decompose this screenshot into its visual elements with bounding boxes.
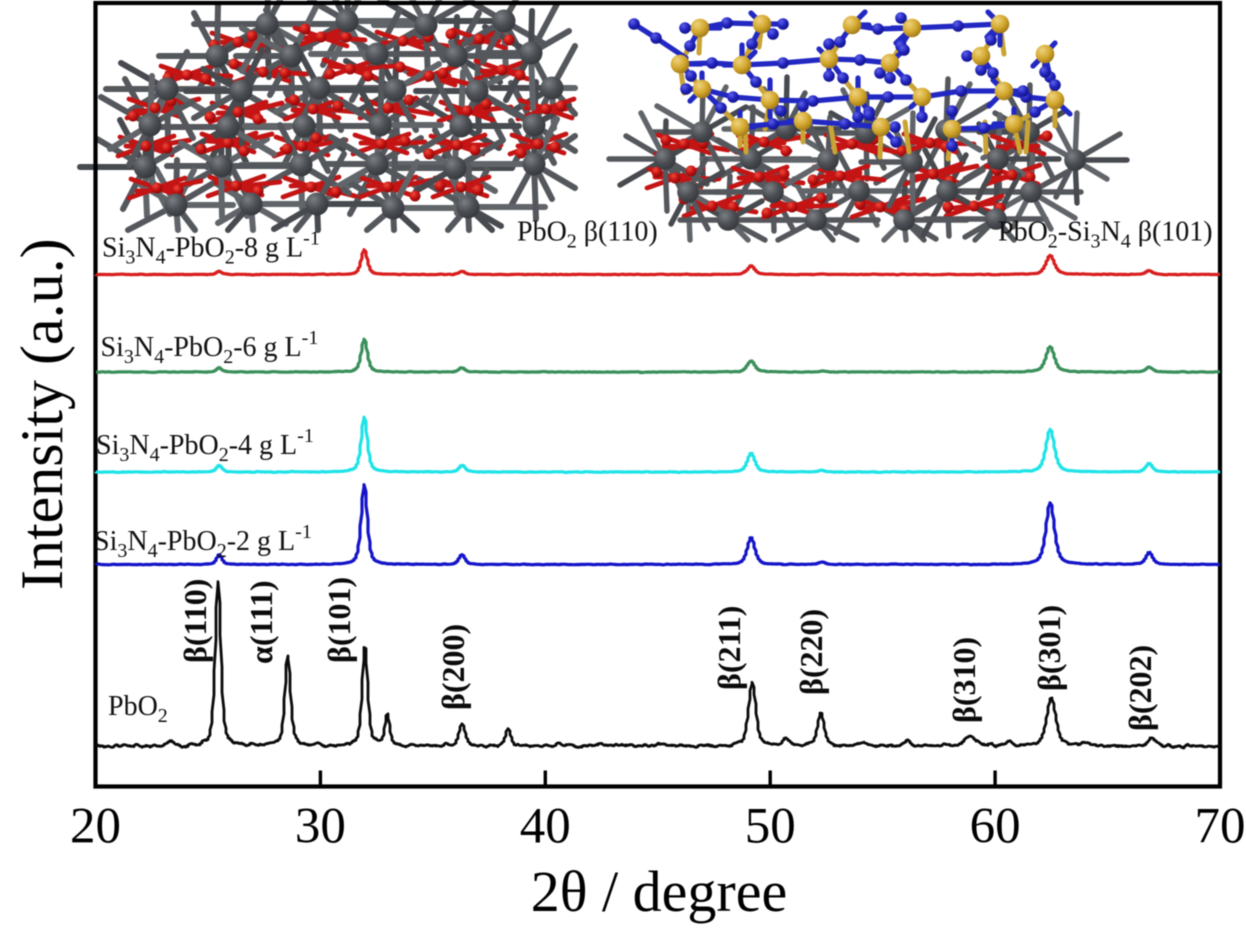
svg-text:PbO2-Si3N4 β(101): PbO2-Si3N4 β(101) — [998, 217, 1213, 253]
svg-text:50: 50 — [745, 799, 796, 855]
svg-text:Si3N4-PbO2-8 g L-1: Si3N4-PbO2-8 g L-1 — [102, 228, 320, 269]
svg-text:Si3N4-PbO2-4 g L-1: Si3N4-PbO2-4 g L-1 — [96, 425, 314, 466]
svg-text:20: 20 — [70, 799, 121, 855]
svg-text:β(202): β(202) — [1122, 645, 1158, 731]
svg-text:β(310): β(310) — [946, 637, 982, 723]
svg-text:α(111): α(111) — [243, 580, 279, 664]
svg-text:60: 60 — [970, 799, 1021, 855]
svg-text:β(101): β(101) — [321, 577, 357, 663]
svg-text:30: 30 — [295, 799, 346, 855]
svg-text:PbO2 β(110): PbO2 β(110) — [517, 217, 658, 253]
svg-text:Si3N4-PbO2-6 g L-1: Si3N4-PbO2-6 g L-1 — [101, 327, 319, 368]
svg-text:40: 40 — [520, 799, 571, 855]
svg-text:β(211): β(211) — [711, 606, 747, 690]
svg-text:β(110): β(110) — [177, 579, 213, 663]
svg-text:Si3N4-PbO2-2 g L-1: Si3N4-PbO2-2 g L-1 — [94, 521, 312, 562]
svg-text:β(200): β(200) — [435, 624, 471, 710]
svg-text:70: 70 — [1195, 799, 1246, 855]
svg-text:β(220): β(220) — [793, 609, 829, 695]
svg-text:Intensity (a.u.): Intensity (a.u.) — [9, 238, 75, 590]
svg-text:2θ / degree: 2θ / degree — [531, 859, 787, 924]
svg-text:β(301): β(301) — [1031, 605, 1067, 691]
